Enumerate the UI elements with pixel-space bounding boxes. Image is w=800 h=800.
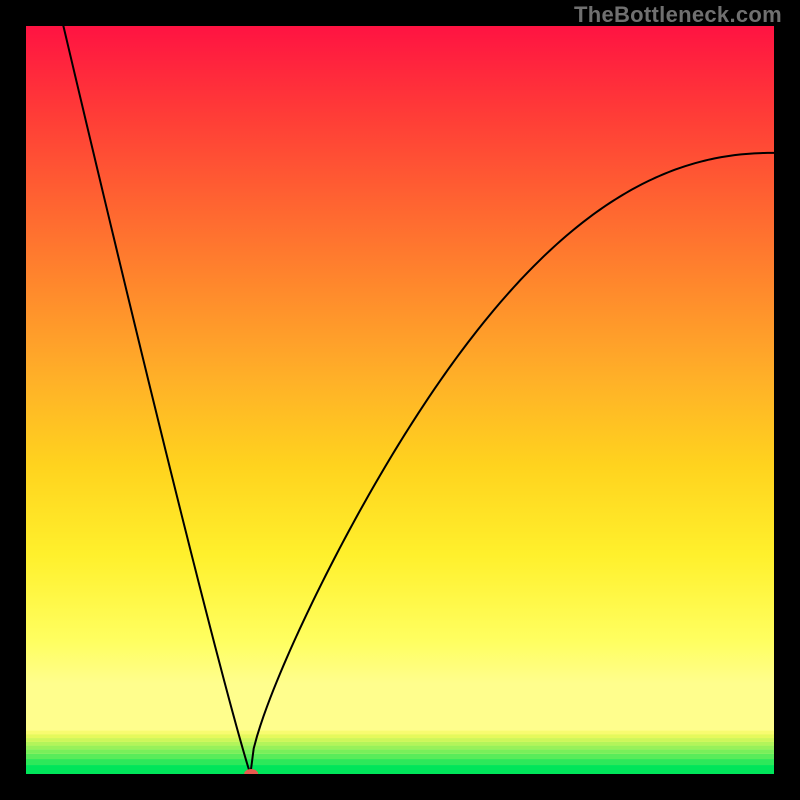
green-band — [26, 765, 774, 774]
watermark-text: TheBottleneck.com — [574, 2, 782, 28]
bottleneck-curve-chart — [0, 0, 800, 800]
green-band — [26, 742, 774, 746]
green-band — [26, 734, 774, 738]
green-band — [26, 754, 774, 759]
green-band — [26, 731, 774, 735]
green-band — [26, 749, 774, 753]
plot-gradient-bg — [26, 26, 774, 774]
green-band — [26, 759, 774, 765]
green-band — [26, 738, 774, 742]
green-band — [26, 746, 774, 750]
